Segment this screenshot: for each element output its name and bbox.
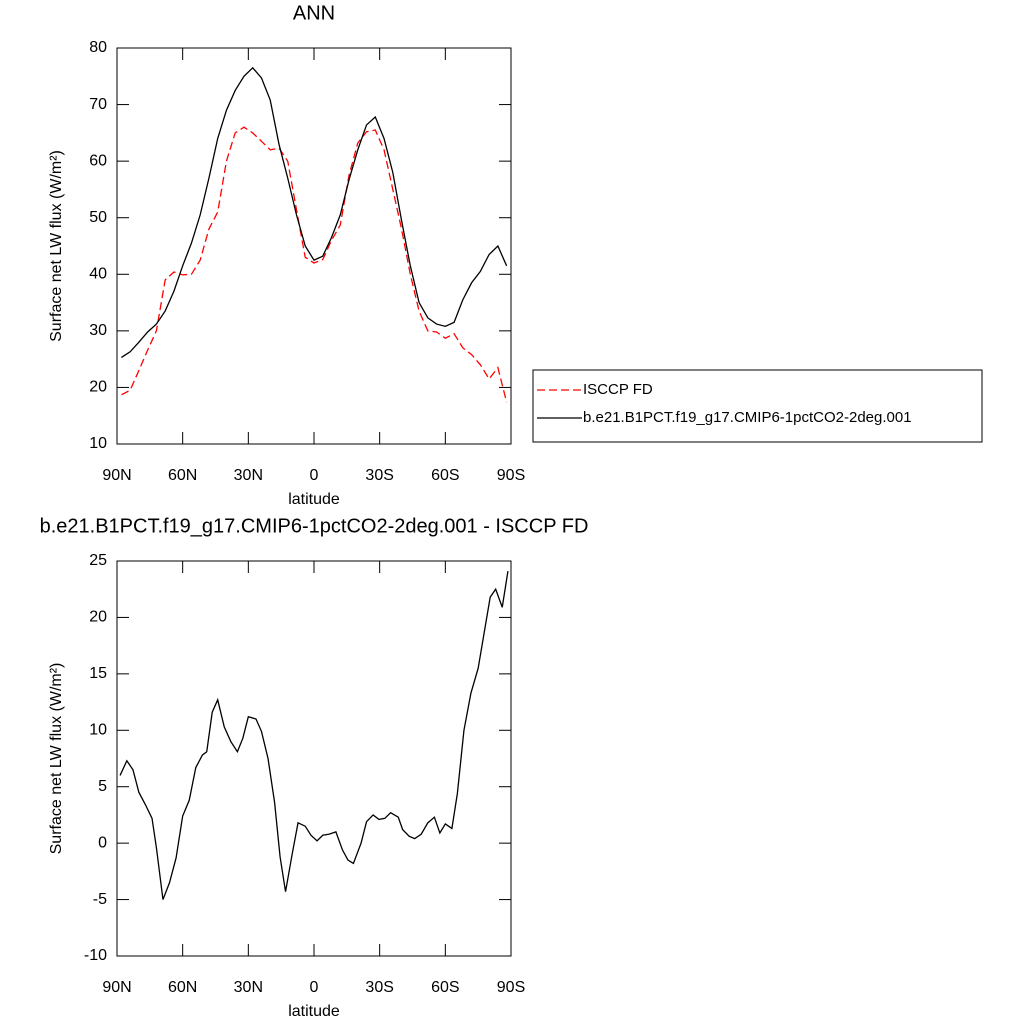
y-tick-label: 70 (89, 96, 107, 113)
plot-frame (116, 560, 512, 957)
y-tick-label: 40 (89, 266, 107, 283)
y-tick-label: 80 (89, 39, 107, 56)
y-tick-label: 60 (89, 152, 107, 169)
chart-title: b.e21.B1PCT.f19_g17.CMIP6-1pctCO2-2deg.0… (40, 515, 589, 537)
x-axis-label: latitude (288, 1003, 340, 1020)
series-line (121, 126, 508, 403)
x-tick-label: 0 (310, 467, 319, 484)
y-tick-label: 25 (89, 552, 107, 569)
x-tick-label: 60N (168, 467, 197, 484)
legend-frame (532, 369, 983, 443)
y-axis-label: Surface net LW flux (W/m²) (48, 150, 65, 342)
y-tick-label: 5 (98, 778, 107, 795)
x-tick-label: 30N (234, 979, 263, 996)
y-axis-label: Surface net LW flux (W/m²) (48, 663, 65, 855)
x-tick-label: 30S (365, 467, 393, 484)
y-tick-label: 30 (89, 322, 107, 339)
y-tick-label: 10 (89, 722, 107, 739)
x-tick-label: 30S (365, 979, 393, 996)
x-tick-label: 30N (234, 467, 263, 484)
x-tick-label: 90N (102, 467, 131, 484)
legend-label: ISCCP FD (583, 381, 653, 398)
y-tick-label: -5 (93, 891, 107, 908)
x-tick-label: 90S (497, 467, 525, 484)
chart-title: ANN (293, 2, 335, 24)
x-tick-label: 60N (168, 979, 197, 996)
series-line (121, 66, 508, 358)
y-tick-label: 10 (89, 435, 107, 452)
y-tick-label: 20 (89, 379, 107, 396)
legend-label: b.e21.B1PCT.f19_g17.CMIP6-1pctCO2-2deg.0… (583, 409, 912, 426)
plot-frame (116, 47, 512, 445)
x-tick-label: 0 (310, 979, 319, 996)
y-tick-label: 15 (89, 665, 107, 682)
y-tick-label: 20 (89, 609, 107, 626)
y-tick-label: 0 (98, 834, 107, 851)
x-axis-label: latitude (288, 491, 340, 508)
x-tick-label: 60S (431, 979, 459, 996)
y-tick-label: -10 (84, 947, 107, 964)
series-line (119, 571, 509, 900)
x-tick-label: 90N (102, 979, 131, 996)
y-tick-label: 50 (89, 209, 107, 226)
legend: ISCCP FD b.e21.B1PCT.f19_g17.CMIP6-1pctCO… (532, 369, 983, 443)
x-tick-label: 90S (497, 979, 525, 996)
x-tick-label: 60S (431, 467, 459, 484)
